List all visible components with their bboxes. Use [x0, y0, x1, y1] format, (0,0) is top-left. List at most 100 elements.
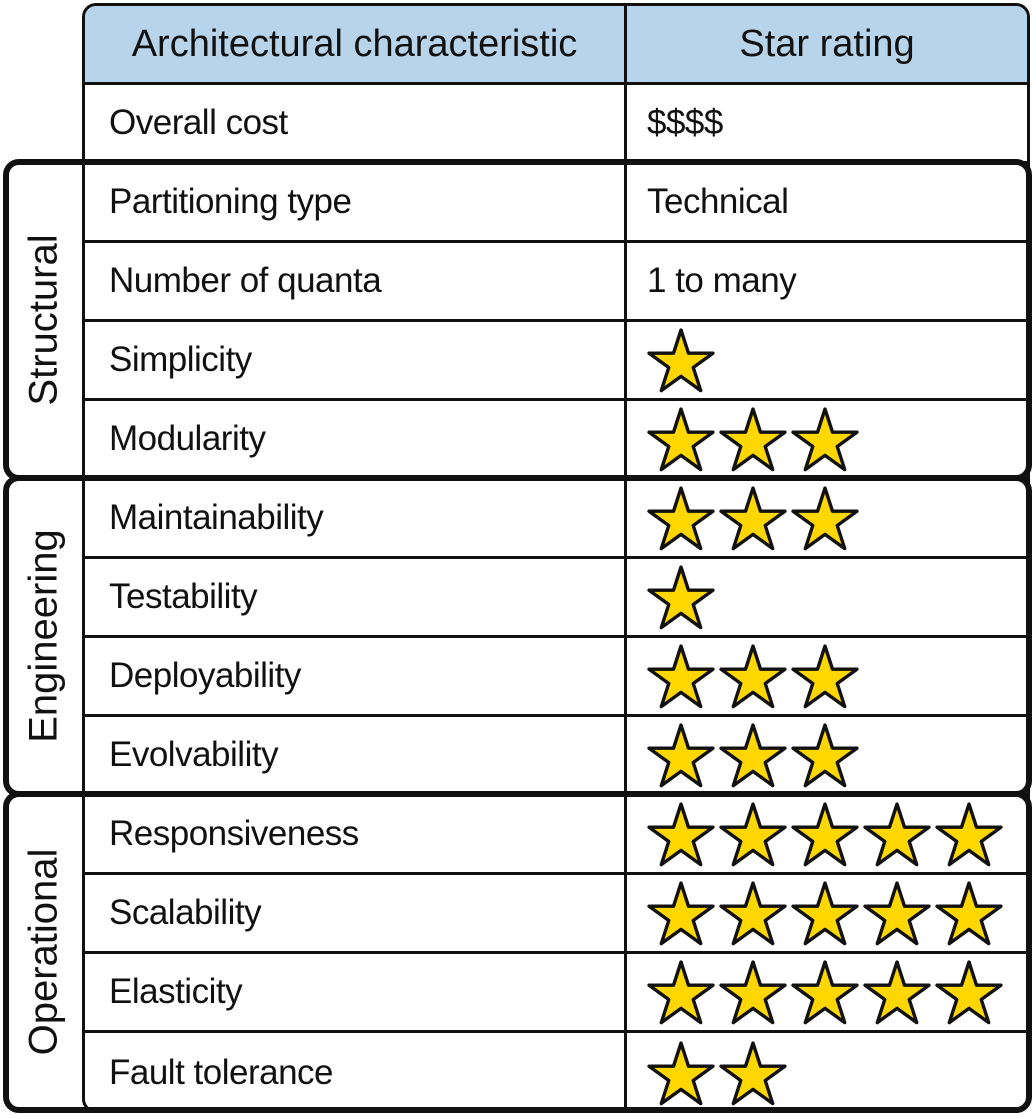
characteristic-label: Overall cost [109, 103, 288, 142]
characteristic-label: Fault tolerance [109, 1052, 334, 1092]
star-icon [647, 565, 715, 630]
star-rating [647, 485, 859, 551]
star-icon [647, 802, 715, 867]
rating-cell: 1 to many [627, 243, 1027, 319]
star-icon [719, 1040, 787, 1105]
star-rating [647, 406, 859, 472]
characteristic-cell: Scalability [85, 875, 627, 951]
star-icon [719, 960, 787, 1025]
rating-text: 1 to many [647, 261, 797, 300]
characteristic-label: Scalability [109, 893, 262, 932]
characteristic-label: Modularity [109, 419, 266, 458]
star-icon [647, 723, 715, 788]
header-characteristic: Architectural characteristic [85, 6, 627, 82]
header-star-rating: Star rating [739, 22, 915, 65]
star-icon [647, 881, 715, 946]
rating-cell [627, 875, 1027, 951]
characteristic-cell: Overall cost [85, 85, 627, 161]
star-icon [719, 881, 787, 946]
star-icon [719, 723, 787, 788]
group-label: Structural [21, 234, 66, 406]
characteristic-cell: Responsiveness [85, 796, 627, 872]
characteristic-cell: Fault tolerance [85, 1033, 627, 1110]
star-icon [791, 960, 859, 1025]
rating-cell [627, 401, 1027, 477]
table-row: Evolvability [85, 717, 1027, 796]
table-row: Testability [85, 559, 1027, 638]
star-icon [863, 881, 931, 946]
characteristic-cell: Elasticity [85, 954, 627, 1030]
rating-text: $$$$ [647, 103, 723, 142]
rating-cell: $$$$ [627, 85, 1027, 161]
star-icon [791, 407, 859, 472]
table-row: Simplicity [85, 322, 1027, 401]
star-icon [647, 407, 715, 472]
table-row: Elasticity [85, 954, 1027, 1033]
rating-cell [627, 322, 1027, 398]
star-icon [863, 802, 931, 867]
rating-cell [627, 717, 1027, 793]
characteristic-cell: Partitioning type [85, 164, 627, 240]
rating-table: Architectural characteristic Star rating… [82, 3, 1030, 1113]
rating-cell [627, 638, 1027, 714]
star-rating [647, 327, 715, 393]
rating-cell [627, 954, 1027, 1030]
star-icon [791, 723, 859, 788]
star-icon [935, 960, 1003, 1025]
star-icon [647, 1040, 715, 1105]
star-icon [647, 960, 715, 1025]
characteristic-label: Testability [109, 577, 258, 616]
star-rating [647, 564, 715, 630]
star-icon [719, 644, 787, 709]
characteristic-cell: Number of quanta [85, 243, 627, 319]
star-icon [647, 328, 715, 393]
table-row: Number of quanta 1 to many [85, 243, 1027, 322]
star-rating [647, 959, 1003, 1025]
table-row: Fault tolerance [85, 1033, 1027, 1110]
characteristic-cell: Testability [85, 559, 627, 635]
characteristic-label: Deployability [109, 656, 301, 695]
star-icon [935, 881, 1003, 946]
characteristic-label: Maintainability [109, 498, 324, 537]
star-icon [935, 802, 1003, 867]
header-row: Architectural characteristic Star rating [85, 6, 1027, 85]
table-row: Responsiveness [85, 796, 1027, 875]
star-icon [647, 644, 715, 709]
characteristic-label: Simplicity [109, 340, 252, 379]
star-icon [791, 881, 859, 946]
star-rating [647, 1040, 787, 1106]
group-label: Engineering [21, 529, 66, 743]
rating-cell [627, 480, 1027, 556]
table-row: Partitioning type Technical [85, 164, 1027, 243]
star-icon [719, 407, 787, 472]
characteristic-cell: Modularity [85, 401, 627, 477]
characteristic-label: Partitioning type [109, 182, 352, 221]
rating-cell [627, 1033, 1027, 1110]
characteristic-cell: Deployability [85, 638, 627, 714]
star-icon [791, 486, 859, 551]
characteristic-label: Number of quanta [109, 261, 382, 300]
star-rating [647, 880, 1003, 946]
star-icon [647, 486, 715, 551]
star-icon [719, 802, 787, 867]
characteristic-cell: Simplicity [85, 322, 627, 398]
table-row: Modularity [85, 401, 1027, 480]
rating-cell [627, 559, 1027, 635]
characteristic-label: Evolvability [109, 735, 279, 774]
characteristic-cell: Evolvability [85, 717, 627, 793]
table-row: Scalability [85, 875, 1027, 954]
star-icon [719, 486, 787, 551]
characteristic-label: Responsiveness [109, 814, 359, 853]
star-icon [791, 644, 859, 709]
star-icon [791, 802, 859, 867]
characteristic-cell: Maintainability [85, 480, 627, 556]
characteristic-label: Elasticity [109, 972, 243, 1011]
table-row: Maintainability [85, 480, 1027, 559]
table-row: Deployability [85, 638, 1027, 717]
rating-text: Technical [647, 182, 789, 221]
star-rating [647, 722, 859, 788]
rating-cell: Technical [627, 164, 1027, 240]
table-row: Overall cost $$$$ [85, 85, 1027, 164]
star-icon [863, 960, 931, 1025]
rating-cell [627, 796, 1027, 872]
